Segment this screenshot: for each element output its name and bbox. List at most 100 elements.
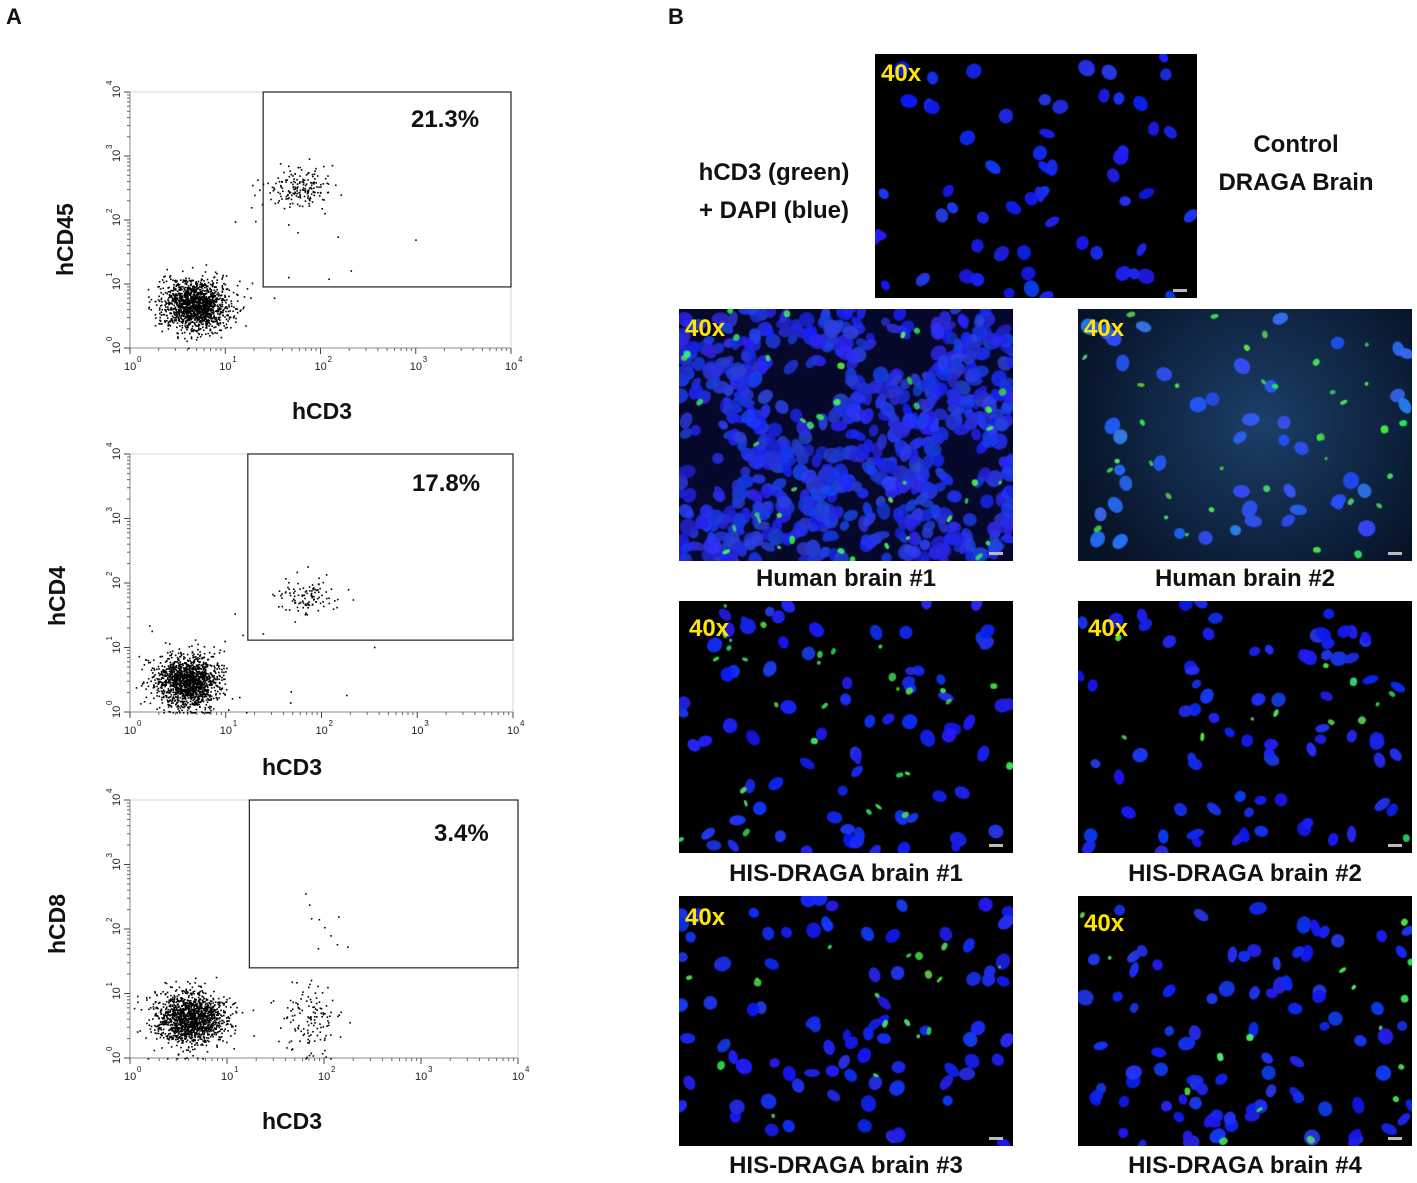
event-dot <box>202 1025 204 1028</box>
event-dot <box>206 1036 208 1039</box>
event-dot <box>185 1004 188 1006</box>
event-dot <box>287 194 289 196</box>
event-dot <box>178 1009 180 1012</box>
event-dot <box>190 689 192 692</box>
event-dot <box>171 1038 173 1040</box>
event-dot <box>182 653 185 655</box>
event-dot <box>203 690 206 692</box>
event-dot <box>209 684 212 687</box>
event-dot <box>190 288 192 291</box>
event-dot <box>174 688 177 691</box>
event-dot <box>154 990 156 993</box>
event-dot <box>200 1013 202 1016</box>
event-dot <box>230 326 232 329</box>
event-dot <box>145 696 148 699</box>
event-dot <box>188 1013 191 1016</box>
event-dot <box>162 1036 165 1039</box>
event-dot <box>181 703 184 705</box>
event-dot <box>211 1007 213 1009</box>
event-dot <box>163 690 166 693</box>
event-dot <box>167 696 170 699</box>
event-dot <box>194 691 196 693</box>
event-dot <box>201 333 203 336</box>
event-dot <box>183 1016 185 1019</box>
event-dot <box>215 1033 217 1036</box>
event-dot <box>186 665 188 668</box>
event-dot <box>191 667 194 670</box>
event-dot <box>190 1011 192 1014</box>
event-dot <box>160 311 163 314</box>
event-dot <box>168 668 171 670</box>
event-dot <box>201 308 204 310</box>
event-dot <box>159 1001 161 1004</box>
event-dot <box>180 1009 183 1011</box>
event-dot <box>201 291 203 294</box>
event-dot <box>210 302 212 304</box>
event-dot <box>307 566 309 568</box>
event-dot <box>186 690 189 693</box>
event-dot <box>205 315 207 317</box>
event-dot <box>197 1021 200 1024</box>
event-dot <box>187 1010 190 1012</box>
event-dot <box>196 1024 198 1027</box>
event-dot <box>186 1039 189 1042</box>
event-dot <box>203 1031 206 1034</box>
y-tick-group: 102 <box>105 571 123 589</box>
y-tick-group: 101 <box>105 982 123 1000</box>
event-dot <box>221 1022 224 1025</box>
event-dot <box>184 322 187 325</box>
event-dot <box>206 1024 209 1026</box>
event-dot <box>192 674 195 676</box>
event-dot <box>191 1040 194 1042</box>
event-dot <box>194 294 196 297</box>
event-dot <box>277 191 280 194</box>
event-dot <box>182 1017 184 1020</box>
y-tick-exponent: 0 <box>105 700 114 705</box>
event-dot <box>234 321 237 324</box>
event-dot <box>158 285 161 288</box>
event-dot <box>169 664 172 666</box>
event-dot <box>176 1036 178 1038</box>
event-dot <box>207 289 209 292</box>
event-dot <box>214 317 216 320</box>
event-dot <box>180 654 183 657</box>
event-dot <box>175 1038 177 1041</box>
event-dot <box>148 625 151 627</box>
event-dot <box>181 682 184 685</box>
event-dot <box>181 296 184 298</box>
event-dots <box>147 158 417 350</box>
event-dot <box>193 298 195 301</box>
event-dot <box>203 652 206 655</box>
event-dot <box>211 285 214 288</box>
event-dot <box>187 664 190 666</box>
event-dot <box>197 993 200 996</box>
event-dot <box>193 312 196 315</box>
event-dot <box>216 1011 218 1014</box>
event-dot <box>137 1001 139 1004</box>
x-tick-exponent: 3 <box>423 355 428 364</box>
event-dot <box>205 998 208 1000</box>
event-dot <box>323 605 325 608</box>
event-dot <box>278 590 281 592</box>
event-dot <box>177 1000 179 1003</box>
event-dot <box>212 655 215 658</box>
event-dot <box>171 986 173 989</box>
event-dot <box>205 1018 208 1021</box>
event-dot <box>296 183 299 185</box>
event-dot <box>178 286 180 289</box>
event-dot <box>186 672 188 674</box>
event-dot <box>307 172 309 175</box>
event-dot <box>205 264 208 266</box>
event-dot <box>206 305 209 307</box>
event-dot <box>172 321 175 324</box>
event-dot <box>187 706 190 709</box>
event-dot <box>201 1021 204 1023</box>
event-dot <box>187 1049 190 1052</box>
event-dot <box>188 645 191 648</box>
event-dot <box>209 681 212 684</box>
event-dot <box>164 1033 167 1035</box>
event-dot <box>312 175 314 178</box>
event-dot <box>186 659 189 661</box>
event-dot <box>196 1005 198 1008</box>
event-dot <box>306 191 309 193</box>
